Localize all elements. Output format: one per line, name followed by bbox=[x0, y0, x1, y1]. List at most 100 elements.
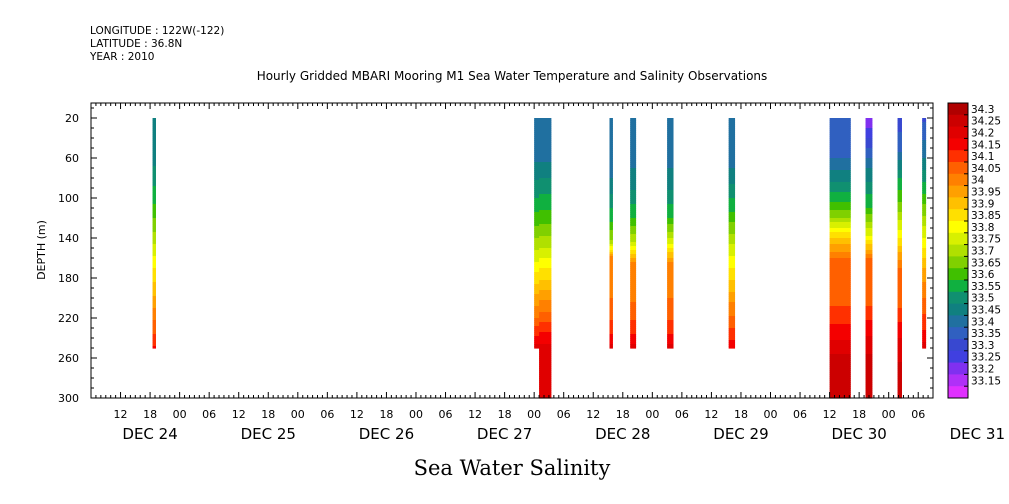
profile-cell bbox=[667, 164, 674, 167]
profile-cell bbox=[152, 266, 156, 269]
profile-cell bbox=[829, 212, 851, 215]
profile-cell bbox=[897, 370, 902, 373]
profile-cell bbox=[630, 256, 637, 259]
profile-cell bbox=[829, 164, 851, 167]
profile-cell bbox=[152, 146, 156, 149]
profile-cell bbox=[630, 140, 637, 143]
profile-cell bbox=[922, 260, 927, 263]
profile-cell bbox=[922, 292, 927, 295]
profile-cell bbox=[922, 288, 927, 291]
profile-cell bbox=[897, 266, 902, 269]
profile-cell bbox=[922, 316, 927, 319]
y-tick-label: 60 bbox=[65, 152, 79, 165]
profile-cell bbox=[728, 178, 736, 181]
profile-cell bbox=[539, 274, 552, 277]
profile-cell bbox=[728, 346, 736, 349]
profile-cell bbox=[609, 212, 613, 215]
profile-cell bbox=[539, 382, 552, 385]
profile-cell bbox=[829, 302, 851, 305]
x-hour-label: 18 bbox=[143, 408, 157, 421]
x-hour-label: 18 bbox=[498, 408, 512, 421]
profile-cell bbox=[897, 250, 902, 253]
profile-cell bbox=[609, 182, 613, 185]
profile-cell bbox=[865, 368, 873, 371]
profile-cell bbox=[829, 396, 851, 399]
profile-cell bbox=[630, 162, 637, 165]
profile-cell bbox=[829, 176, 851, 179]
profile-cell bbox=[152, 260, 156, 263]
profile-cell bbox=[897, 356, 902, 359]
profile-cell bbox=[897, 146, 902, 149]
profile-cell bbox=[865, 210, 873, 213]
profile-cell bbox=[897, 204, 902, 207]
profile-cell bbox=[865, 334, 873, 337]
profile-cell bbox=[667, 220, 674, 223]
profile-cell bbox=[152, 314, 156, 317]
profile-cell bbox=[667, 262, 674, 265]
profile-cell bbox=[728, 198, 736, 201]
profile-cell bbox=[152, 226, 156, 229]
colorbar-swatch bbox=[948, 126, 968, 139]
profile-cell bbox=[865, 118, 873, 121]
profile-cell bbox=[829, 266, 851, 269]
profile-cell bbox=[922, 156, 927, 159]
profile-cell bbox=[152, 340, 156, 343]
profile-cell bbox=[667, 204, 674, 207]
profile-cell bbox=[829, 166, 851, 169]
profile-cell bbox=[667, 240, 674, 243]
colorbar-swatch bbox=[948, 150, 968, 163]
x-hour-label: 12 bbox=[704, 408, 718, 421]
profile-cell bbox=[667, 296, 674, 299]
profile-cell bbox=[539, 328, 552, 331]
profile-cell bbox=[922, 168, 927, 171]
profile-cell bbox=[667, 288, 674, 291]
profile-cell bbox=[152, 214, 156, 217]
profile-cell bbox=[865, 258, 873, 261]
profile-cell bbox=[829, 372, 851, 375]
profile-cell bbox=[539, 202, 552, 205]
profile-cell bbox=[630, 250, 637, 253]
profile-cell bbox=[630, 156, 637, 159]
profile-cell bbox=[667, 144, 674, 147]
profile-cell bbox=[829, 354, 851, 357]
profile-cell bbox=[728, 134, 736, 137]
profile-cell bbox=[539, 276, 552, 279]
profile-cell bbox=[152, 174, 156, 177]
profile-cell bbox=[897, 340, 902, 343]
profile-cell bbox=[728, 140, 736, 143]
profile-cell bbox=[829, 200, 851, 203]
profile-cell bbox=[667, 172, 674, 175]
profile-cell bbox=[829, 186, 851, 189]
profile-cell bbox=[667, 118, 674, 121]
profile-cell bbox=[897, 282, 902, 285]
profile-cell bbox=[922, 240, 927, 243]
profile-cell bbox=[922, 278, 927, 281]
profile-cell bbox=[728, 282, 736, 285]
profile-cell bbox=[829, 382, 851, 385]
colorbar-label: 34.2 bbox=[971, 128, 994, 140]
profile-cell bbox=[152, 286, 156, 289]
profile-cell bbox=[630, 212, 637, 215]
profile-cell bbox=[667, 142, 674, 145]
profile-cell bbox=[897, 274, 902, 277]
profile-cell bbox=[829, 220, 851, 223]
colorbar-label: 33.8 bbox=[971, 222, 994, 234]
profile-cell bbox=[667, 302, 674, 305]
profile-cell bbox=[829, 392, 851, 395]
profile-cell bbox=[609, 148, 613, 151]
profile-cell bbox=[667, 346, 674, 349]
profile-cell bbox=[922, 258, 927, 261]
profile-cell bbox=[667, 330, 674, 333]
profile-cell bbox=[152, 344, 156, 347]
profile-cell bbox=[630, 316, 637, 319]
profile-cell bbox=[865, 312, 873, 315]
profile-cell bbox=[539, 136, 552, 139]
colorbar-label: 33.55 bbox=[971, 281, 1001, 293]
profile-cell bbox=[897, 322, 902, 325]
colorbar-label: 34.1 bbox=[971, 151, 994, 163]
y-tick-label: 260 bbox=[58, 352, 79, 365]
profile-cell bbox=[152, 166, 156, 169]
profile-cell bbox=[152, 292, 156, 295]
profile-cell bbox=[667, 160, 674, 163]
profile-cell bbox=[609, 326, 613, 329]
